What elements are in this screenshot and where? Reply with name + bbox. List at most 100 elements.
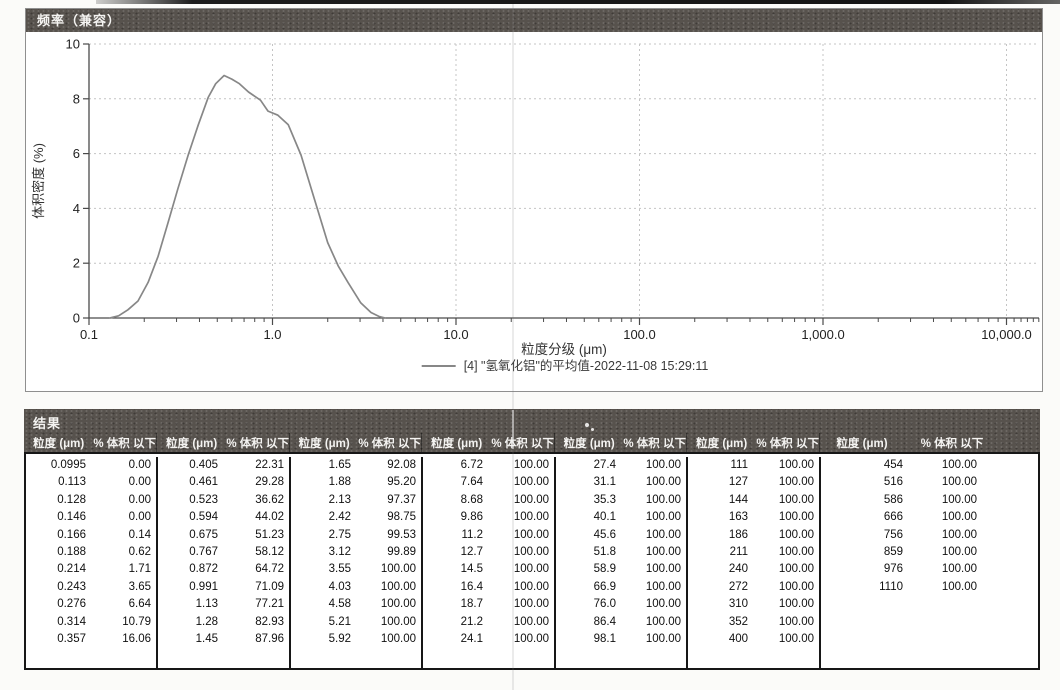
pct-value: 100.00 <box>778 528 814 541</box>
table-row: 35.3 100.00 <box>556 492 686 509</box>
pct-value: 100.00 <box>513 493 549 506</box>
size-value: 144 <box>728 493 748 506</box>
table-row: 45.6 100.00 <box>556 527 686 544</box>
size-value: 86.4 <box>593 615 616 628</box>
results-col-header-group: 粒度 (μm) % 体积 以下 <box>554 433 686 452</box>
pct-value: 100.00 <box>513 545 549 558</box>
pct-column-header: % 体积 以下 <box>358 437 421 450</box>
pct-value: 100.00 <box>645 459 681 471</box>
size-value: 1.65 <box>328 459 351 471</box>
size-value: 1.45 <box>195 632 218 645</box>
pct-value: 100.00 <box>380 615 416 628</box>
size-value: 18.7 <box>460 598 483 611</box>
size-value: 5.21 <box>328 615 351 628</box>
size-value: 0.214 <box>57 563 86 576</box>
results-col-header-group: 粒度 (μm) % 体积 以下 <box>24 433 156 452</box>
table-row: 0.405 22.31 <box>158 457 289 474</box>
pct-value: 0.14 <box>128 528 151 541</box>
scan-artifact-speck <box>585 423 589 427</box>
pct-value: 100.00 <box>941 528 977 541</box>
table-row: 24.1 100.00 <box>423 631 554 648</box>
table-row: 0.146 0.00 <box>26 509 156 526</box>
pct-value: 0.00 <box>128 493 151 506</box>
table-row: 0.357 16.06 <box>26 631 156 648</box>
pct-value: 100.00 <box>645 580 681 593</box>
table-row: 0.991 71.09 <box>158 579 289 596</box>
table-row: 0.523 36.62 <box>158 492 289 509</box>
table-row: 3.12 99.89 <box>291 544 421 561</box>
table-row: 31.1 100.00 <box>556 474 686 491</box>
results-column-group: 1.65 92.08 1.88 95.20 2.13 97.37 2.42 98.75 2.75… <box>291 457 423 668</box>
pct-value: 100.00 <box>941 476 977 489</box>
size-value: 0.0995 <box>50 459 86 471</box>
size-column-header: 粒度 (μm) <box>836 437 888 450</box>
pct-value: 100.00 <box>778 580 814 593</box>
table-row: 58.9 100.00 <box>556 561 686 578</box>
results-panel-header: 结果 粒度 (μm)% 体积 以下 粒度 (μm)% 体积 以下 粒度 (μm)% … <box>24 409 1040 452</box>
size-value: 27.4 <box>593 459 616 471</box>
size-value: 24.1 <box>460 632 483 645</box>
pct-value: 100.00 <box>380 632 416 645</box>
results-column-group: 0.0995 0.00 0.113 0.00 0.128 0.00 0.146 0.00 0.1… <box>26 457 158 668</box>
size-value: 3.55 <box>328 563 351 576</box>
frequency-panel-title: 频率（兼容） <box>37 13 122 28</box>
table-row: 86.4 100.00 <box>556 614 686 631</box>
table-row: 586 100.00 <box>821 492 1038 509</box>
size-value: 14.5 <box>460 563 483 576</box>
size-value: 0.243 <box>57 580 86 593</box>
pct-value: 100.00 <box>941 511 977 524</box>
size-value: 516 <box>883 476 903 489</box>
pct-value: 100.00 <box>778 493 814 506</box>
pct-value: 100.00 <box>645 615 681 628</box>
size-value: 666 <box>883 511 903 524</box>
size-column-header: 粒度 (μm) <box>33 437 85 450</box>
size-value: 1.13 <box>195 598 218 611</box>
table-row: 0.461 29.28 <box>158 474 289 491</box>
table-row: 186 100.00 <box>688 527 819 544</box>
row-spacer <box>977 579 1038 596</box>
table-row: 163 100.00 <box>688 509 819 526</box>
pct-value: 100.00 <box>941 580 977 593</box>
size-value: 21.2 <box>460 615 483 628</box>
table-row: 0.113 0.00 <box>26 474 156 491</box>
y-tick-label: 6 <box>73 146 80 161</box>
legend-label: [4] "氢氧化铝"的平均值-2022-11-08 15:29:11 <box>464 358 709 373</box>
table-row: 0.128 0.00 <box>26 492 156 509</box>
pct-value: 0.00 <box>128 459 151 471</box>
size-value: 0.276 <box>57 598 86 611</box>
size-value: 45.6 <box>593 528 616 541</box>
size-value: 12.7 <box>460 545 483 558</box>
table-row: 2.42 98.75 <box>291 509 421 526</box>
table-row: 0.0995 0.00 <box>26 457 156 474</box>
table-row: 27.4 100.00 <box>556 457 686 474</box>
table-row: 18.7 100.00 <box>423 596 554 613</box>
frequency-chart: 0 2 4 6 8 10 0.1 1.0 10.0 100.0 1,000.0 10,000.0 体积密… <box>31 37 1040 373</box>
table-row: 8.68 100.00 <box>423 492 554 509</box>
table-row: 400 100.00 <box>688 631 819 648</box>
pct-value: 44.02 <box>255 511 284 524</box>
table-row: 14.5 100.00 <box>423 561 554 578</box>
pct-value: 100.00 <box>778 615 814 628</box>
size-value: 2.42 <box>328 511 351 524</box>
pct-value: 100.00 <box>778 545 814 558</box>
size-value: 9.86 <box>460 511 483 524</box>
table-row: 4.03 100.00 <box>291 579 421 596</box>
row-spacer <box>977 474 1038 491</box>
pct-value: 98.75 <box>387 511 416 524</box>
table-row: 40.1 100.00 <box>556 509 686 526</box>
table-row: 9.86 100.00 <box>423 509 554 526</box>
row-spacer <box>977 527 1038 544</box>
pct-value: 95.20 <box>387 476 416 489</box>
pct-value: 100.00 <box>645 528 681 541</box>
y-tick-label: 0 <box>73 311 80 326</box>
size-value: 0.314 <box>57 615 86 628</box>
size-value: 240 <box>728 563 748 576</box>
size-value: 0.357 <box>57 632 86 645</box>
table-row: 1.88 95.20 <box>291 474 421 491</box>
table-row: 76.0 100.00 <box>556 596 686 613</box>
table-row: 16.4 100.00 <box>423 579 554 596</box>
pct-value: 3.65 <box>128 580 151 593</box>
table-row: 0.166 0.14 <box>26 527 156 544</box>
size-value: 163 <box>728 511 748 524</box>
size-value: 0.675 <box>189 528 218 541</box>
